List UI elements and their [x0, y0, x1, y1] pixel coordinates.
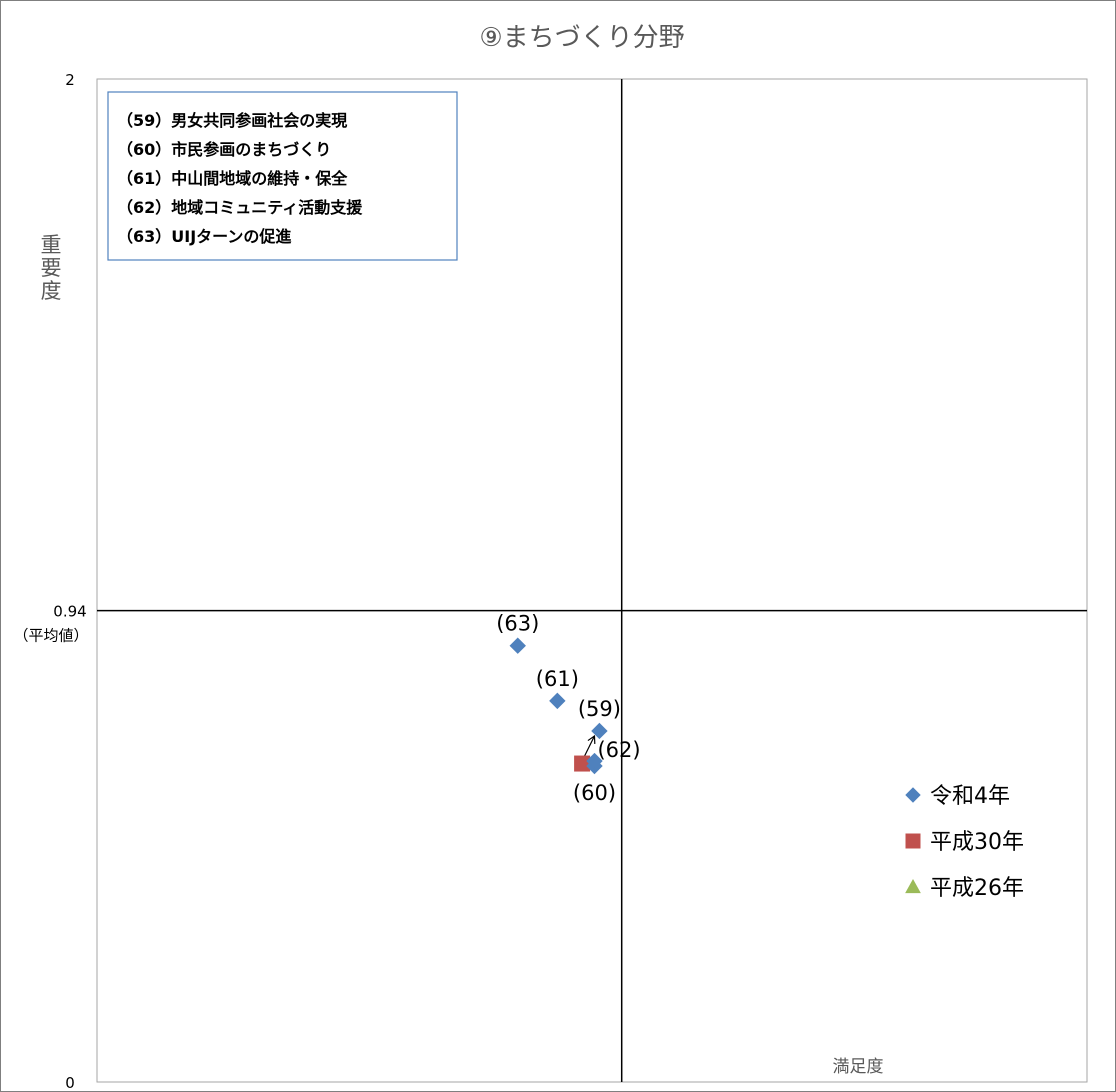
data-point: [549, 692, 566, 710]
x-tick-label: 0.06: [605, 1089, 638, 1092]
data-point: [509, 637, 526, 654]
data-label: (59): [578, 697, 621, 721]
y-axis-title: 重要度: [38, 234, 62, 303]
data-label: (63): [496, 612, 539, 636]
y-tick-label: 0: [65, 1074, 75, 1092]
y-tick-label: 0.94: [53, 603, 86, 621]
x-tick-label: 1: [1082, 1090, 1092, 1092]
info-box-item: （60）市民参画のまちづくり: [117, 140, 331, 159]
change-arrow-head: [587, 734, 596, 744]
legend-marker: [905, 787, 921, 803]
x-axis-title: 満足度: [833, 1057, 884, 1077]
legend-label: 平成26年: [930, 876, 1024, 901]
legend-label: 令和4年: [930, 784, 1010, 809]
data-point: [586, 752, 603, 770]
legend-marker: [905, 833, 921, 849]
y-tick-sublabel: （平均値）: [13, 627, 88, 645]
data-point: [591, 722, 608, 740]
x-tick-label: -1: [90, 1090, 105, 1092]
info-box-frame: [107, 91, 458, 261]
info-box-item: （63）UIJターンの促進: [117, 227, 291, 246]
info-box: （59）男女共同参画社会の実現 （60）市民参画のまちづくり （61）中山間地域の維…: [107, 91, 458, 261]
legend-label: 平成30年: [930, 830, 1024, 855]
data-label: (62): [597, 738, 640, 762]
info-box-item: （62）地域コミュニティ活動支援: [117, 198, 363, 217]
chart-title: ⑨まちづくり分野: [479, 23, 684, 53]
legend-marker: [905, 878, 921, 894]
data-point: [574, 755, 591, 772]
data-label: (61): [536, 667, 579, 691]
y-tick-label: 2: [65, 71, 75, 89]
data-label: (60): [573, 781, 616, 805]
info-box-item: （61）中山間地域の維持・保全: [117, 169, 348, 188]
info-box-item: （59）男女共同参画社会の実現: [117, 111, 347, 130]
